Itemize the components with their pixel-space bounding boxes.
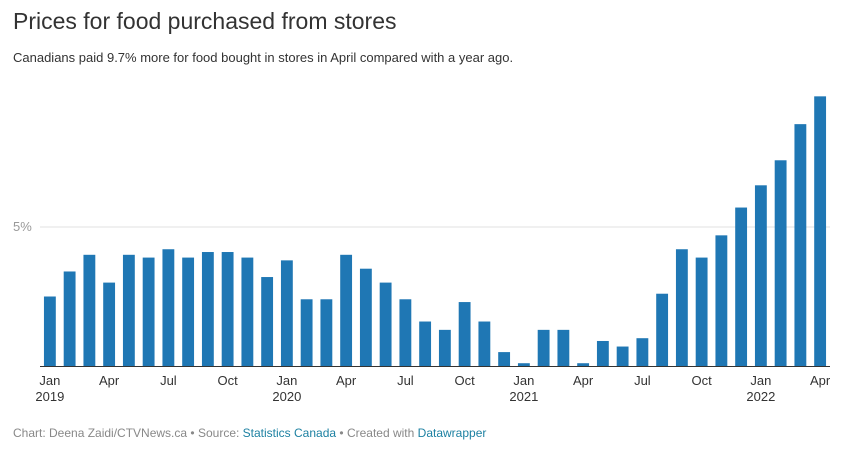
x-tick-year-label: 2021 bbox=[509, 389, 538, 404]
bar-mar-2020[interactable] bbox=[320, 299, 333, 366]
x-tick-label: Apr bbox=[99, 373, 120, 388]
x-tick-label: Jan bbox=[39, 373, 60, 388]
bar-apr-2020[interactable] bbox=[340, 254, 353, 366]
x-tick-label: Jul bbox=[160, 373, 177, 388]
bar-mar-2019[interactable] bbox=[83, 254, 96, 366]
bar-mar-2022[interactable] bbox=[794, 124, 807, 366]
bar-jun-2020[interactable] bbox=[379, 282, 392, 366]
x-tick-year-label: 2022 bbox=[746, 389, 775, 404]
bar-apr-2021[interactable] bbox=[577, 363, 590, 366]
bar-jan-2020[interactable] bbox=[280, 260, 293, 366]
bar-aug-2020[interactable] bbox=[419, 321, 432, 366]
bar-may-2021[interactable] bbox=[596, 340, 609, 366]
bar-jul-2019[interactable] bbox=[162, 249, 175, 366]
bar-jul-2020[interactable] bbox=[399, 299, 412, 366]
bar-jan-2019[interactable] bbox=[43, 296, 56, 367]
bar-jun-2019[interactable] bbox=[142, 257, 155, 366]
bar-apr-2022[interactable] bbox=[814, 96, 827, 366]
x-tick-year-label: 2019 bbox=[35, 389, 64, 404]
x-tick-label: Jan bbox=[513, 373, 534, 388]
bar-feb-2022[interactable] bbox=[774, 160, 787, 366]
bar-apr-2019[interactable] bbox=[103, 282, 116, 366]
bar-sep-2021[interactable] bbox=[675, 249, 688, 366]
x-tick-label: Apr bbox=[336, 373, 357, 388]
bar-dec-2021[interactable] bbox=[735, 207, 748, 366]
bar-dec-2020[interactable] bbox=[498, 352, 511, 366]
bar-jun-2021[interactable] bbox=[616, 346, 629, 366]
bar-oct-2019[interactable] bbox=[221, 252, 234, 366]
x-tick-label: Jul bbox=[397, 373, 414, 388]
chart-title: Prices for food purchased from stores bbox=[13, 8, 397, 34]
x-tick-label: Oct bbox=[218, 373, 239, 388]
bar-feb-2021[interactable] bbox=[537, 329, 550, 366]
y-tick-label: 5% bbox=[13, 219, 32, 234]
chart-footer: Chart: Deena Zaidi/CTVNews.ca • Source: … bbox=[13, 426, 486, 440]
bar-may-2019[interactable] bbox=[122, 254, 135, 366]
chart-subtitle: Canadians paid 9.7% more for food bought… bbox=[13, 50, 514, 65]
x-tick-label: Apr bbox=[810, 373, 831, 388]
bar-jan-2022[interactable] bbox=[754, 185, 767, 366]
bar-feb-2020[interactable] bbox=[300, 299, 313, 366]
bar-oct-2020[interactable] bbox=[458, 302, 471, 366]
bar-oct-2021[interactable] bbox=[695, 257, 708, 366]
x-tick-label: Apr bbox=[573, 373, 594, 388]
bar-nov-2019[interactable] bbox=[241, 257, 254, 366]
footer-separator: • bbox=[190, 426, 195, 440]
x-tick-label: Jan bbox=[750, 373, 771, 388]
bar-aug-2021[interactable] bbox=[656, 293, 669, 366]
bar-sep-2019[interactable] bbox=[201, 252, 214, 366]
x-tick-label: Oct bbox=[692, 373, 713, 388]
x-tick-label: Oct bbox=[455, 373, 476, 388]
bar-jul-2021[interactable] bbox=[636, 338, 649, 366]
bar-nov-2020[interactable] bbox=[478, 321, 491, 366]
bar-feb-2019[interactable] bbox=[63, 271, 76, 366]
bars bbox=[43, 96, 827, 367]
bar-nov-2021[interactable] bbox=[715, 235, 728, 366]
x-tick-label: Jan bbox=[276, 373, 297, 388]
source-prefix: Source: bbox=[197, 426, 240, 440]
created-with-prefix: Created with bbox=[346, 426, 415, 440]
source-link[interactable]: Statistics Canada bbox=[242, 426, 337, 440]
bar-aug-2019[interactable] bbox=[182, 257, 195, 366]
x-tick-label: Jul bbox=[634, 373, 651, 388]
chart-credit: Chart: Deena Zaidi/CTVNews.ca bbox=[13, 426, 188, 440]
x-tick-year-label: 2020 bbox=[272, 389, 301, 404]
gridlines: 5% bbox=[13, 219, 830, 234]
bar-may-2020[interactable] bbox=[359, 268, 372, 366]
bar-mar-2021[interactable] bbox=[557, 329, 570, 366]
footer-separator: • bbox=[339, 426, 344, 440]
bar-dec-2019[interactable] bbox=[261, 277, 274, 366]
bar-jan-2021[interactable] bbox=[517, 363, 530, 366]
datawrapper-link[interactable]: Datawrapper bbox=[417, 426, 487, 440]
bar-sep-2020[interactable] bbox=[438, 329, 451, 366]
